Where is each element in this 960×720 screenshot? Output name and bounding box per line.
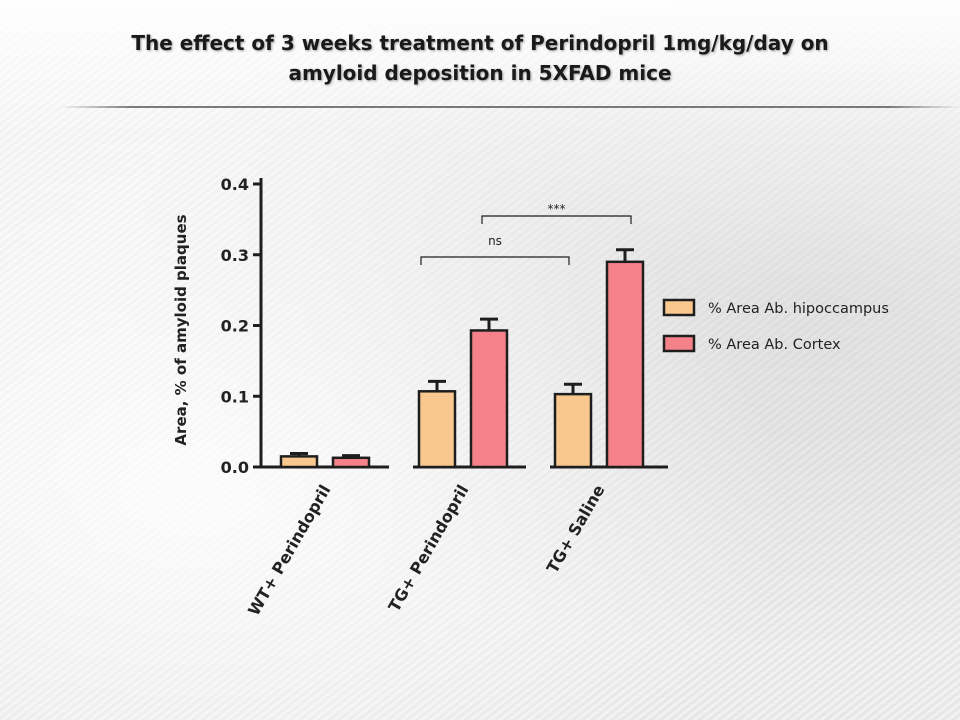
- bar: [331, 456, 371, 469]
- slide-title-line-1: The effect of 3 weeks treatment of Perin…: [131, 31, 829, 55]
- bar: [417, 390, 457, 469]
- bar: [553, 392, 593, 469]
- x-category-label: TG+ Perindopril: [384, 482, 472, 615]
- y-axis-label: Area, % of amyloid plaques: [172, 214, 190, 445]
- bar: [279, 455, 319, 469]
- y-tick-label: 0.0: [221, 458, 249, 477]
- bar: [605, 260, 645, 469]
- chart-bars: [279, 248, 645, 469]
- significance-annotations: ns ***: [420, 202, 632, 265]
- y-tick-label: 0.1: [221, 387, 249, 406]
- chart-labels: 0.0 0.1 0.2 0.3 0.4 WT+ Perindopril TG+ Perind…: [172, 175, 609, 619]
- title-divider: [60, 106, 960, 108]
- bar: [469, 329, 509, 469]
- significance-label: ***: [548, 202, 566, 216]
- chart-legend: % Area Ab. hipoccampus % Area Ab. Cortex: [662, 298, 889, 353]
- y-tick-label: 0.4: [221, 175, 249, 194]
- significance-label: ns: [488, 234, 502, 248]
- y-tick-label: 0.3: [221, 246, 249, 265]
- significance-bracket: [481, 215, 632, 224]
- significance-bracket: [420, 256, 570, 265]
- slide-title: The effect of 3 weeks treatment of Perin…: [0, 28, 960, 88]
- x-category-label: WT+ Perindopril: [244, 482, 334, 619]
- legend-swatch: [662, 298, 696, 317]
- legend-swatch: [662, 334, 696, 353]
- legend-label: % Area Ab. hipoccampus: [708, 301, 889, 317]
- legend-label: % Area Ab. Cortex: [708, 337, 841, 353]
- x-category-label: TG+ Saline: [543, 481, 609, 576]
- y-tick-label: 0.2: [221, 317, 249, 336]
- slide-title-line-2: amyloid deposition in 5XFAD mice: [288, 61, 672, 85]
